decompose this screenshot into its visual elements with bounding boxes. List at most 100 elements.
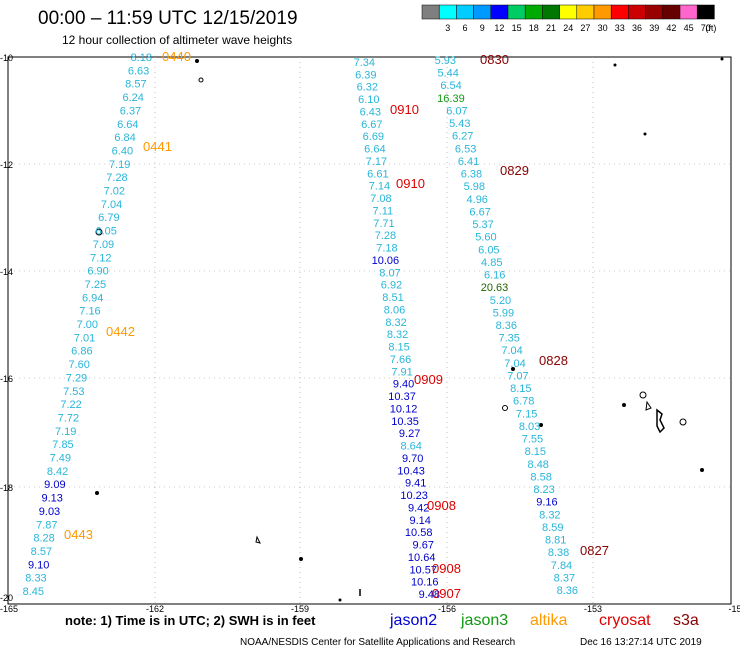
wave-height-value: 7.25 <box>85 279 106 291</box>
wave-height-value: 6.39 <box>355 69 376 81</box>
scale-swatch <box>610 4 629 20</box>
wave-height-value: 6.86 <box>71 346 92 358</box>
scale-label: 36 <box>632 23 642 33</box>
wave-height-value: 9.16 <box>536 497 557 509</box>
pass-time-label: 0443 <box>64 527 93 542</box>
satellite-legend: jason2 jason3 altika cryosat s3a <box>389 612 699 629</box>
wave-height-value: 8.32 <box>385 317 406 329</box>
wave-height-value: 5.93 <box>435 55 456 67</box>
pass-time-label: 0910 <box>390 102 419 117</box>
wave-height-value: 8.18 <box>131 52 152 64</box>
wave-height-value: 7.04 <box>504 358 525 370</box>
wave-height-value: 9.41 <box>405 478 426 490</box>
wave-height-value: 9.27 <box>399 428 420 440</box>
scale-swatch <box>628 4 646 20</box>
lon-tick-label: -165 <box>0 604 18 614</box>
wave-height-value: 8.28 <box>33 533 54 545</box>
wave-height-value: 9.67 <box>413 540 434 552</box>
wave-height-value: 7.17 <box>366 156 387 168</box>
wave-height-value: 5.99 <box>493 307 514 319</box>
wave-height-value: 10.58 <box>405 527 433 539</box>
lon-tick-label: -153 <box>584 604 602 614</box>
wave-height-value: 7.55 <box>522 434 543 446</box>
scale-label: 21 <box>546 23 556 33</box>
scale-swatch <box>696 4 715 20</box>
wave-height-value: 7.14 <box>369 181 390 193</box>
island-marker <box>656 408 665 434</box>
wave-height-value: 10.12 <box>390 403 418 415</box>
color-scale-legend: 3 6 9 12 15 18 21 24 27 30 33 36 39 42 45 70(ft) <box>421 4 716 33</box>
wave-height-value: 9.48 <box>419 589 440 601</box>
pass-time-labels: 0440 0441 0442 0443 0910 0910 0909 0908 0908 0907… <box>64 49 609 601</box>
satellite-legend-entry: jason2 <box>389 612 437 629</box>
wave-height-value: 7.01 <box>74 332 95 344</box>
wave-height-value: 8.57 <box>31 546 52 558</box>
wave-height-value: 8.23 <box>533 484 554 496</box>
island-marker <box>639 391 647 399</box>
pass-time-label: 0908 <box>427 498 456 513</box>
wave-height-value: 8.15 <box>510 383 531 395</box>
wave-height-value: 6.84 <box>114 132 135 144</box>
wave-height-value: 8.15 <box>525 446 546 458</box>
wave-height-value: 6.79 <box>98 212 119 224</box>
scale-label: 24 <box>563 23 573 33</box>
island-marker <box>643 132 647 136</box>
island-marker <box>622 403 626 407</box>
wave-height-value: 10.23 <box>400 490 428 502</box>
wave-height-value: 9.14 <box>410 515 431 527</box>
wave-height-value: 8.64 <box>400 441 421 453</box>
island-marker <box>645 400 652 411</box>
map-frame <box>7 56 732 605</box>
scale-label: 70 <box>701 23 711 33</box>
island-marker <box>95 491 99 495</box>
island-marker <box>539 423 543 427</box>
wave-height-value: 8.06 <box>384 304 405 316</box>
pass-time-label: 0827 <box>580 543 609 558</box>
wave-height-value: 9.70 <box>402 453 423 465</box>
island-marker <box>613 63 617 67</box>
wave-height-value: 5.20 <box>490 295 511 307</box>
wave-height-value: 8.45 <box>23 586 44 598</box>
wave-height-value: 5.98 <box>464 181 485 193</box>
wave-height-value: 7.02 <box>104 186 125 198</box>
wave-height-value: 6.69 <box>363 131 384 143</box>
wave-height-value: 8.32 <box>539 509 560 521</box>
wave-height-value: 7.84 <box>551 560 572 572</box>
pass-time-label: 0441 <box>143 139 172 154</box>
wave-height-value: 6.64 <box>117 119 138 131</box>
altimeter-tracks: 8.186.638.576.246.376.646.846.407.197.28… <box>23 52 578 601</box>
wave-height-value: 7.04 <box>101 199 122 211</box>
scale-swatch <box>662 4 681 20</box>
wave-height-value: 8.51 <box>382 292 403 304</box>
wave-height-value: 9.13 <box>41 493 62 505</box>
scale-label: 9 <box>480 23 485 33</box>
wave-height-value: 6.32 <box>357 82 378 94</box>
lon-tick-label: -159 <box>291 604 309 614</box>
wave-height-value: 10.35 <box>391 416 419 428</box>
wave-height-value: 6.64 <box>364 144 385 156</box>
satellite-legend-entry: s3a <box>673 612 699 629</box>
lat-tick-label: -16 <box>0 374 13 384</box>
wave-height-value: 7.60 <box>68 359 89 371</box>
wave-height-value: 10.06 <box>372 255 400 267</box>
wave-height-value: 10.16 <box>411 577 439 589</box>
wave-height-value: 8.58 <box>530 471 551 483</box>
wave-height-value: 6.90 <box>87 266 108 278</box>
wave-height-value: 7.19 <box>109 159 130 171</box>
wave-height-value: 8.33 <box>25 573 46 585</box>
lat-tick-label: -18 <box>0 483 13 493</box>
wave-height-value: 6.38 <box>461 169 482 181</box>
wave-height-value: 6.53 <box>455 143 476 155</box>
scale-swatch <box>421 4 440 20</box>
wave-height-value: 5.60 <box>475 232 496 244</box>
wave-height-value: 7.49 <box>50 453 71 465</box>
wave-height-value: 7.29 <box>66 372 87 384</box>
wave-height-value: 6.94 <box>82 292 103 304</box>
scale-label: 27 <box>580 23 590 33</box>
wave-height-value: 6.92 <box>381 280 402 292</box>
wave-height-value: 5.37 <box>472 219 493 231</box>
lon-tick-label: -162 <box>146 604 164 614</box>
satellite-legend-entry: cryosat <box>599 612 651 629</box>
wave-height-value: 6.78 <box>513 396 534 408</box>
satellite-legend-entry: jason3 <box>460 612 508 629</box>
